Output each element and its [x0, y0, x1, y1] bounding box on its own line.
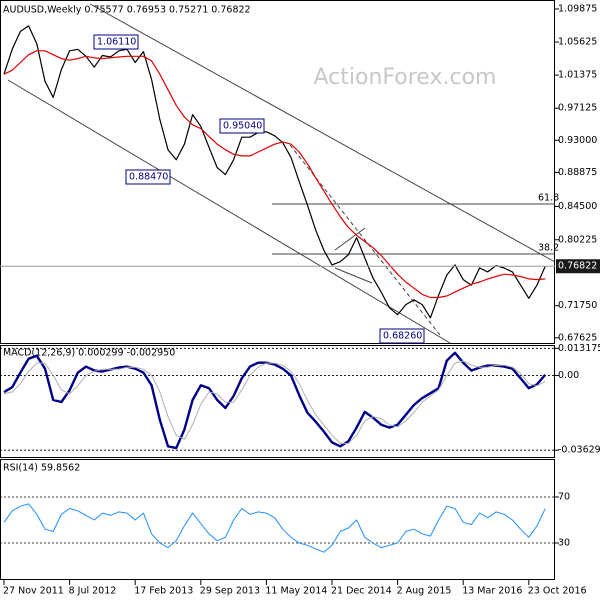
wedge-line	[334, 227, 366, 251]
channel-lower	[7, 79, 451, 344]
x-tick-label: 13 Mar 2016	[462, 586, 522, 597]
last-price-box	[556, 259, 600, 274]
wedge-line	[334, 267, 373, 284]
y-tick-label: 0.00	[558, 370, 579, 381]
series-line	[3, 503, 546, 553]
macd-panel	[0, 345, 555, 458]
y-tick-label: 0.93000	[558, 135, 597, 146]
series-line	[3, 351, 547, 450]
annotation-box	[125, 169, 171, 185]
trend-dashed	[289, 144, 441, 336]
x-tick-label: 21 Dec 2014	[331, 586, 392, 597]
fib-label: 38.2	[538, 243, 559, 254]
x-tick-label: 11 May 2014	[265, 586, 327, 597]
y-tick-label: 0.013175	[558, 343, 600, 354]
annotation-box	[93, 34, 139, 50]
series-line	[3, 25, 546, 319]
y-tick-label: 1.09875	[558, 3, 597, 14]
y-tick-label: 0.71750	[558, 300, 597, 311]
x-tick-label: 2 Aug 2015	[397, 586, 452, 597]
y-tick-label: 0.67625	[558, 332, 597, 343]
y-tick-label: 30	[558, 538, 570, 549]
channel-upper	[89, 3, 556, 263]
macd-title: MACD(12,26,9) 0.000299 -0.002950	[3, 348, 175, 359]
x-tick-label: 29 Sep 2013	[200, 586, 260, 597]
last-price-label: 0.76822	[558, 261, 597, 272]
price-panel	[0, 0, 555, 344]
y-tick-label: 0.97125	[558, 103, 597, 114]
annotation: 0.68260	[383, 331, 422, 342]
y-tick-label: 0.88875	[558, 167, 597, 178]
rsi-panel	[0, 459, 555, 580]
y-tick-label: 0.84500	[558, 201, 597, 212]
y-tick-label: -0.036292	[558, 445, 600, 456]
y-tick-label: 1.01375	[558, 70, 597, 81]
y-tick-label: 1.05625	[558, 37, 597, 48]
annotation: 0.95040	[223, 121, 262, 132]
series-line	[3, 50, 546, 299]
price-title: AUDUSD,Weekly 0.75577 0.76953 0.75271 0.…	[3, 5, 251, 16]
x-tick-label: 27 Nov 2011	[3, 586, 64, 597]
channel-lines	[7, 3, 556, 344]
x-tick-label: 8 Jul 2012	[69, 586, 117, 597]
annotation-box	[219, 118, 265, 134]
y-tick-label: 0.80225	[558, 234, 597, 245]
x-tick-label: 17 Feb 2013	[134, 586, 193, 597]
y-tick-label: 70	[558, 492, 570, 503]
annotation: 0.88470	[129, 172, 168, 183]
annotation-box	[379, 328, 425, 344]
watermark: ActionForex.com	[314, 65, 497, 90]
series-line	[3, 360, 546, 444]
x-tick-label: 23 Oct 2016	[528, 586, 587, 597]
annotation: 1.06110	[97, 37, 136, 48]
fib-label: 61.8	[538, 193, 559, 204]
rsi-title: RSI(14) 59.8562	[3, 463, 80, 474]
